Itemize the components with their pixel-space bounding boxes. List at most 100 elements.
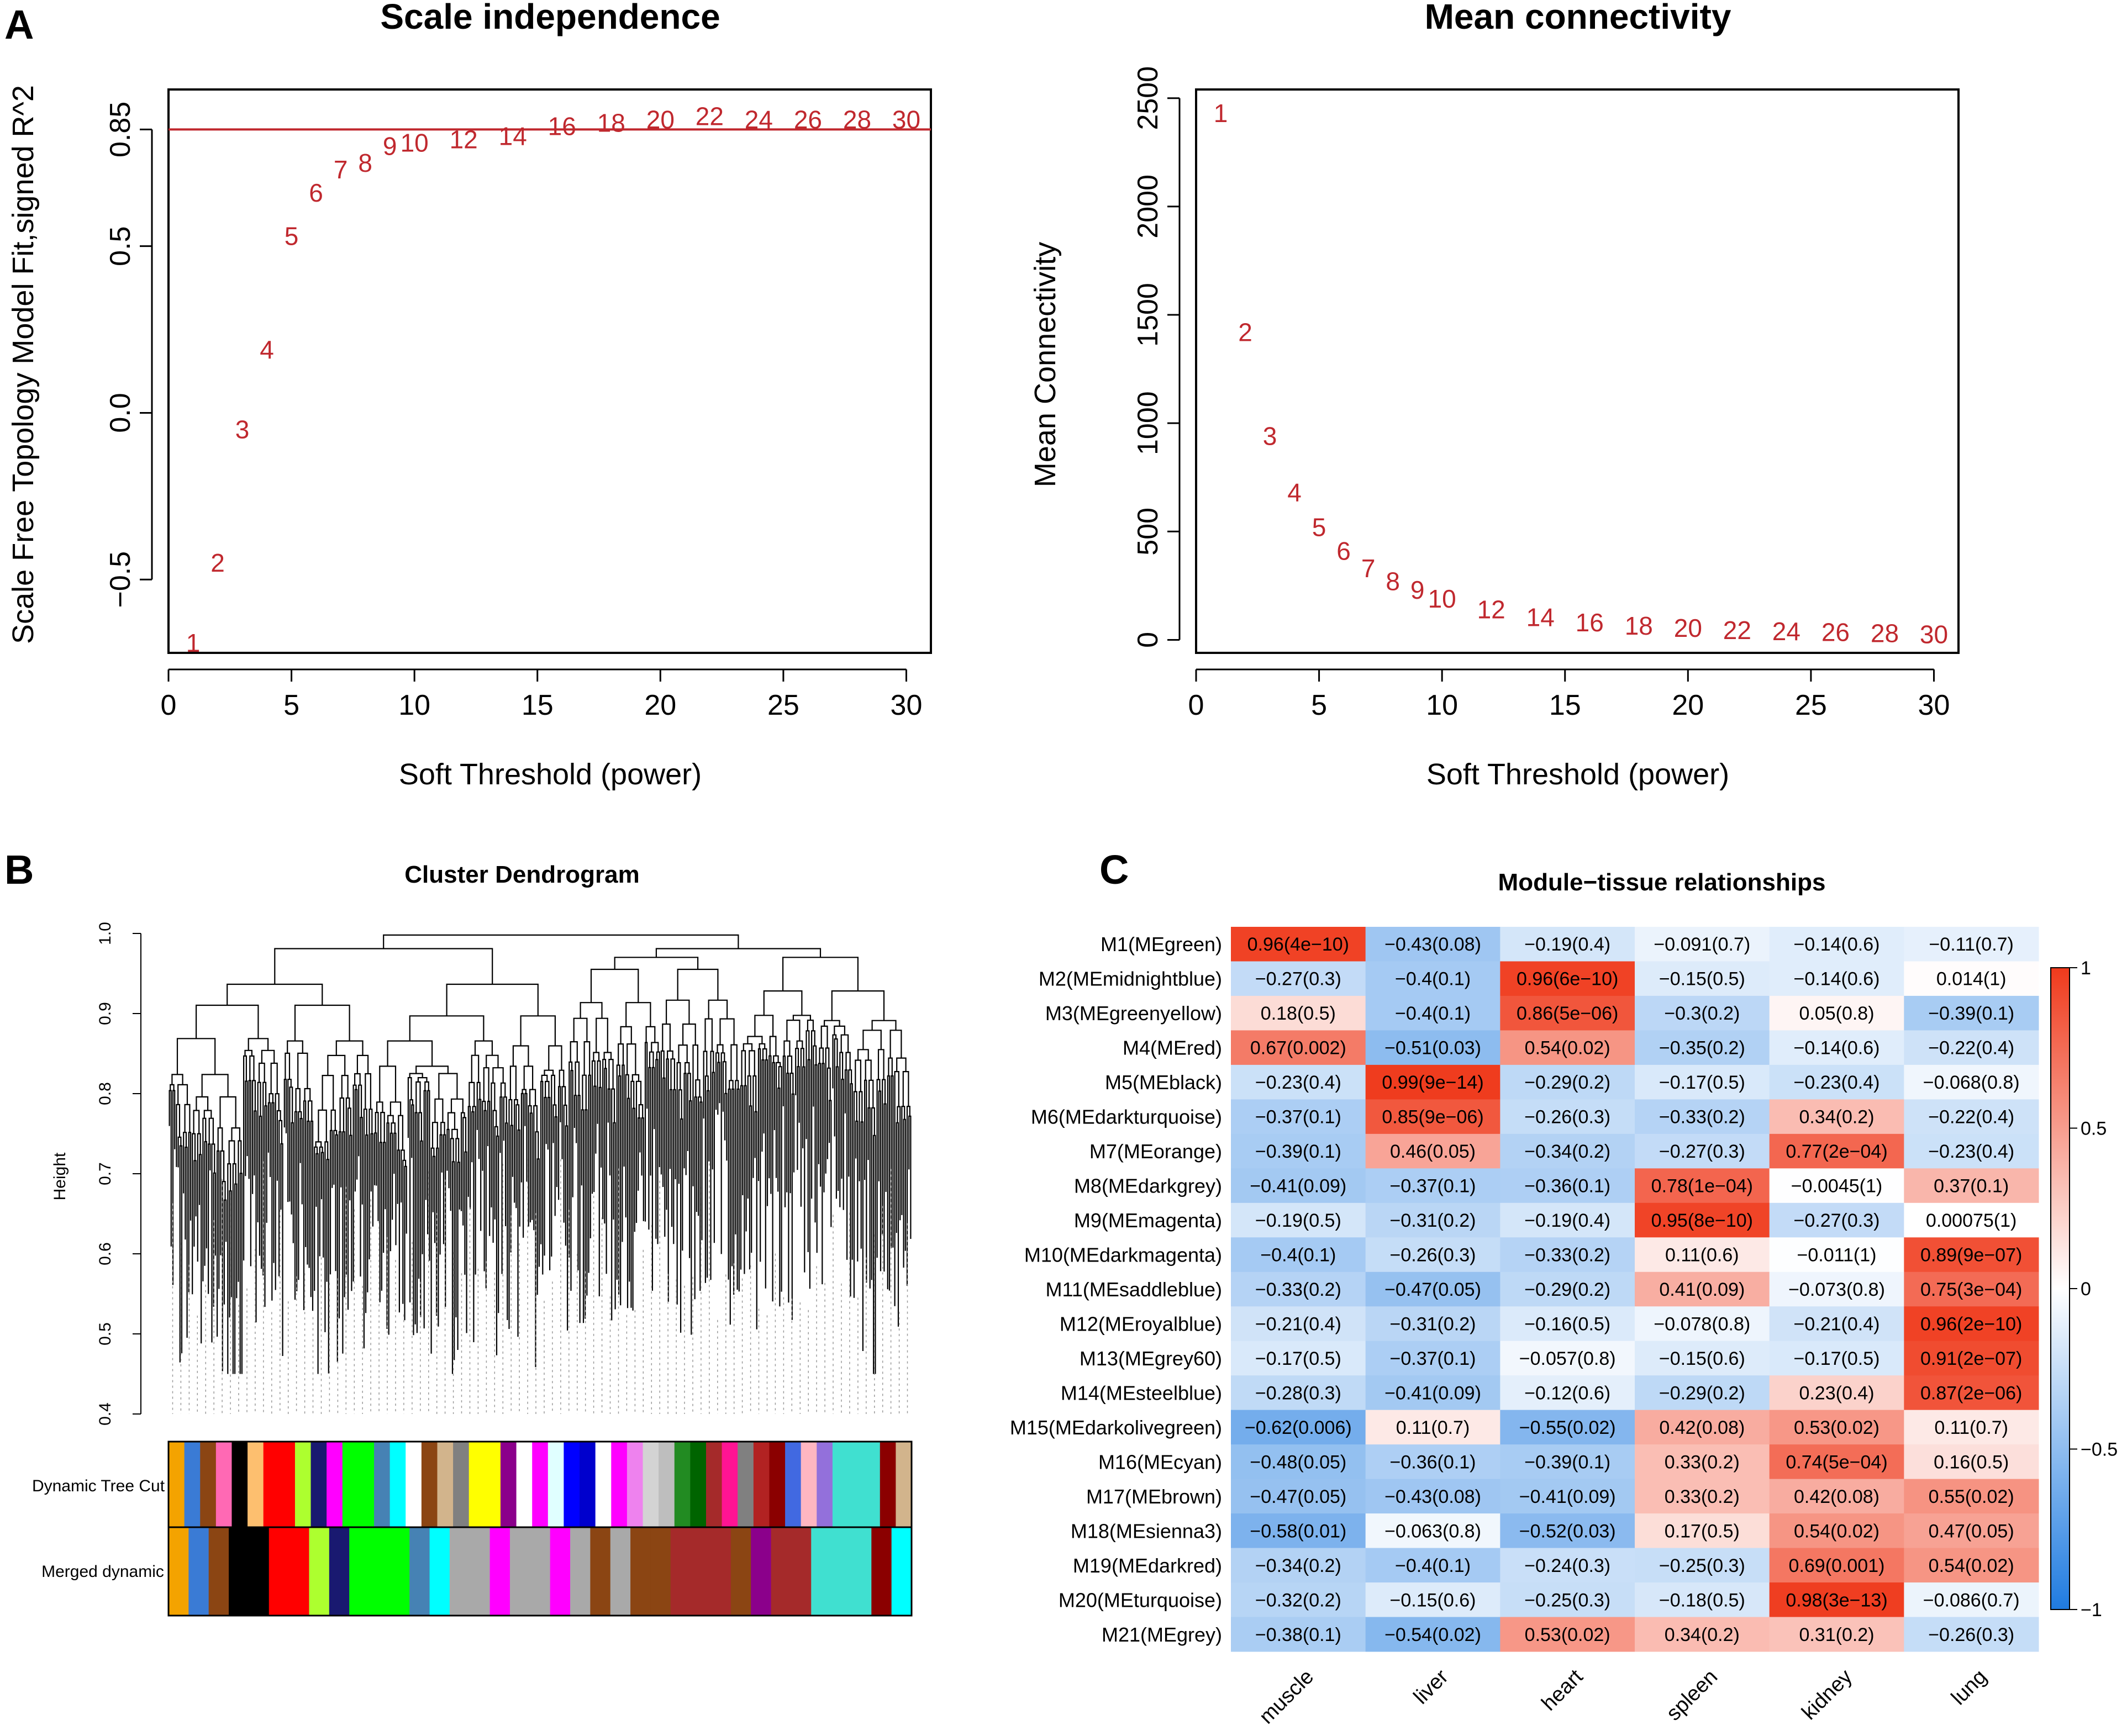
heatmap-cell xyxy=(1769,995,1904,1031)
data-point: 2 xyxy=(210,548,225,577)
data-point: 30 xyxy=(892,105,920,134)
y-tick-label: 2000 xyxy=(1132,175,1164,239)
heatmap-cell xyxy=(1365,927,1501,962)
heatmap-row-label: M1(MEgreen) xyxy=(1101,933,1222,956)
heatmap-cell xyxy=(1500,1617,1635,1652)
merged-dynamic-bar xyxy=(449,1527,470,1616)
heatmap-cell-label: −0.29(0.2) xyxy=(1524,1072,1610,1093)
x-tick-label: 15 xyxy=(522,689,554,721)
y-tick-label: 0.9 xyxy=(96,1002,114,1025)
heatmap-cell-label: −0.23(0.4) xyxy=(1794,1072,1880,1093)
heatmap-cell-label: −0.0045(1) xyxy=(1791,1176,1882,1197)
heatmap-cell-label: −0.073(0.8) xyxy=(1788,1279,1885,1300)
dynamic-tree-cut-bar xyxy=(327,1442,343,1527)
heatmap-cell xyxy=(1904,1099,2039,1135)
merged-dynamic-bar xyxy=(871,1527,892,1616)
heatmap-cell xyxy=(1500,1582,1635,1618)
heatmap-cell xyxy=(1500,1202,1635,1238)
heatmap-cell xyxy=(1769,1064,1904,1100)
module-color-bars xyxy=(167,1440,913,1617)
heatmap-cell-label: −0.057(0.8) xyxy=(1519,1348,1616,1369)
heatmap-cell-label: 0.34(0.2) xyxy=(1799,1107,1874,1128)
heatmap-cell-label: −0.29(0.2) xyxy=(1524,1279,1610,1300)
heatmap-cell xyxy=(1769,1479,1904,1514)
heatmap-row-label: M6(MEdarkturquoise) xyxy=(1031,1106,1222,1128)
data-point: 20 xyxy=(1674,614,1702,642)
heatmap-cell xyxy=(1635,1030,1770,1065)
merged-dynamic-bar xyxy=(791,1527,812,1616)
heatmap-cell-label: 0.54(0.02) xyxy=(1794,1521,1879,1542)
merged-dynamic-bar xyxy=(249,1527,270,1616)
heatmap-cell-label: −0.27(0.3) xyxy=(1659,1141,1745,1162)
heatmap-cell xyxy=(1904,1410,2039,1445)
x-tick-label: 15 xyxy=(1549,689,1581,721)
heatmap-cell-label: −0.16(0.5) xyxy=(1524,1313,1610,1334)
dynamic-tree-cut-bar xyxy=(184,1442,201,1527)
heatmap-cell-label: −0.26(0.3) xyxy=(1390,1245,1476,1266)
heatmap-cell xyxy=(1500,995,1635,1031)
heatmap-cell-label: −0.21(0.4) xyxy=(1255,1313,1341,1334)
heatmap-cell-label: −0.36(0.1) xyxy=(1524,1176,1610,1197)
dynamic-tree-cut-bar xyxy=(169,1442,185,1527)
heatmap-cell-label: 0.11(0.6) xyxy=(1665,1245,1739,1266)
heatmap-cell-label: −0.31(0.2) xyxy=(1390,1210,1476,1231)
merged-dynamic-bar xyxy=(169,1527,189,1616)
heatmap-cell xyxy=(1231,995,1366,1031)
heatmap-cell xyxy=(1769,1237,1904,1273)
heatmap-cell-label: −0.31(0.2) xyxy=(1390,1313,1476,1334)
heatmap-row-label: M10(MEdarkmagenta) xyxy=(1024,1244,1222,1267)
merged-dynamic-bar xyxy=(208,1527,229,1616)
dynamic-tree-cut-bar xyxy=(848,1442,865,1527)
heatmap-cell xyxy=(1769,961,1904,996)
heatmap-cell-label: −0.43(0.08) xyxy=(1384,934,1481,955)
y-tick-label: 0.85 xyxy=(104,102,136,157)
heatmap-cell-label: 0.86(5e−06) xyxy=(1517,1003,1618,1024)
heatmap-cell-label: −0.25(0.3) xyxy=(1659,1555,1745,1576)
y-axis: −0.5 0.0 0.5 0.85 xyxy=(104,102,153,608)
heatmap-cell-label: −0.33(0.2) xyxy=(1524,1245,1610,1266)
x-tick-label: 20 xyxy=(644,689,676,721)
heatmap-cell-label: −0.27(0.3) xyxy=(1794,1210,1880,1231)
data-point: 1 xyxy=(186,629,201,657)
heatmap-cell xyxy=(1635,1513,1770,1549)
data-point: 8 xyxy=(1386,567,1400,596)
heatmap-cell xyxy=(1231,1548,1366,1583)
heatmap-column-label: kidney xyxy=(1797,1665,1856,1724)
heatmap-cell-label: −0.19(0.4) xyxy=(1524,1210,1610,1231)
dynamic-tree-cut-bar xyxy=(421,1442,438,1527)
heatmap-cell xyxy=(1365,1168,1501,1204)
heatmap-cell xyxy=(1635,1237,1770,1273)
heatmap-cell xyxy=(1769,1168,1904,1204)
heatmap-cell xyxy=(1500,1030,1635,1065)
x-tick-label: 30 xyxy=(891,689,923,721)
heatmap-cell xyxy=(1635,1479,1770,1514)
heatmap-cell xyxy=(1500,1513,1635,1549)
merged-dynamic-bar xyxy=(188,1527,209,1616)
data-point: 6 xyxy=(309,178,323,207)
heatmap-row-labels: M1(MEgreen) M2(MEmidnightblue) M3(MEgreeny… xyxy=(1010,933,1222,1646)
heatmap-cell-label: −0.29(0.2) xyxy=(1659,1383,1745,1403)
heatmap-cell xyxy=(1231,1444,1366,1480)
heatmap-cell-label: −0.063(0.8) xyxy=(1384,1521,1481,1542)
x-axis: 0 5 10 15 20 25 30 xyxy=(1188,668,1950,721)
data-point: 4 xyxy=(1287,478,1302,507)
heatmap-cell xyxy=(1365,1133,1501,1169)
merged-dynamic-bar xyxy=(409,1527,430,1616)
data-point: 20 xyxy=(646,105,675,134)
heatmap-cell xyxy=(1904,927,2039,962)
heatmap-cell xyxy=(1904,1306,2039,1342)
merged-dynamic-bar xyxy=(349,1527,370,1616)
dynamic-tree-cut-bar xyxy=(801,1442,817,1527)
heatmap-cell-label: −0.54(0.02) xyxy=(1384,1624,1481,1645)
heatmap-cell xyxy=(1904,1479,2039,1514)
heatmap-cell xyxy=(1769,1375,1904,1411)
heatmap-cell-label: −0.34(0.2) xyxy=(1255,1555,1341,1576)
data-point: 24 xyxy=(745,105,773,134)
heatmap-cell-label: 0.18(0.5) xyxy=(1261,1003,1336,1024)
x-axis-label: Soft Threshold (power) xyxy=(1426,758,1729,791)
heatmap-cell xyxy=(1635,1168,1770,1204)
heatmap-cell xyxy=(1365,1306,1501,1342)
cluster-dendrogram: Cluster Dendrogram Height 0.40.50.60.70.… xyxy=(32,861,913,1617)
plot-frame xyxy=(1195,88,1960,654)
x-tick-label: 20 xyxy=(1672,689,1704,721)
